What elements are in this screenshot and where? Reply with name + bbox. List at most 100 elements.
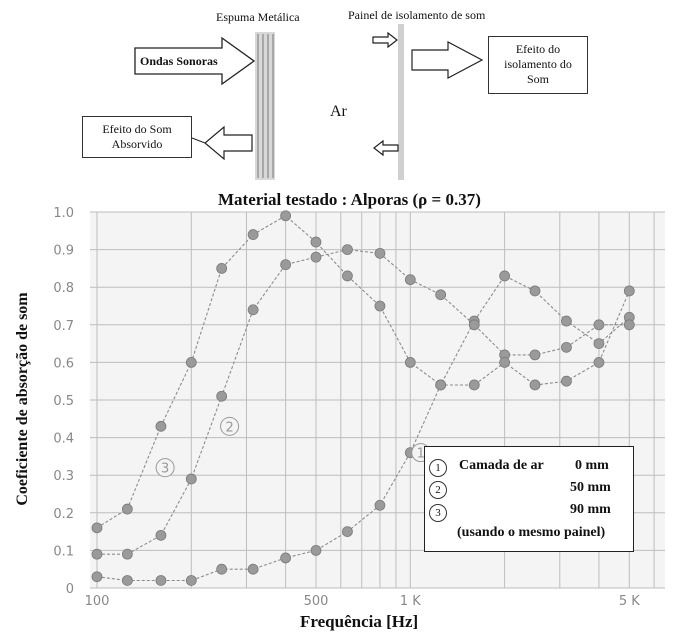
foam-label: Espuma Metálica — [216, 10, 300, 24]
series-line-1 — [96, 275, 630, 582]
series-2: 2 — [91, 244, 635, 560]
data-point — [342, 526, 353, 537]
data-point — [342, 270, 353, 282]
series-3: 3 — [91, 210, 635, 534]
data-point — [342, 244, 353, 256]
data-point — [121, 575, 133, 586]
legend-box: 1 2 3 Camada de ar 0 mm 50 mm 90 mm (usa… — [424, 446, 634, 552]
insulation-effect-box: Efeito do isolamento do Som — [488, 36, 588, 94]
grid-lines — [90, 211, 665, 589]
y-tick-label: 0.7 — [53, 319, 74, 334]
data-point — [561, 375, 572, 387]
data-point — [593, 338, 605, 350]
data-point — [247, 229, 259, 240]
data-point — [216, 563, 228, 575]
data-point — [91, 548, 103, 560]
data-point — [593, 356, 605, 368]
data-point — [435, 379, 447, 391]
sound-waves-arrow — [134, 36, 256, 86]
data-point — [121, 548, 133, 560]
y-tick-label: 0.1 — [53, 544, 74, 559]
legend-title: Camada de ar — [459, 458, 544, 473]
data-point — [468, 319, 480, 331]
data-point — [185, 473, 197, 485]
data-point — [374, 247, 386, 259]
y-tick-label: 0.9 — [53, 244, 74, 259]
incident-small-arrow — [372, 31, 398, 49]
data-point — [216, 390, 228, 402]
data-point — [280, 552, 292, 564]
data-point — [155, 575, 167, 586]
data-point — [91, 522, 103, 534]
insulation-effect-line-3: Som — [526, 72, 549, 86]
chart-title: Material testado : Alporas (ρ = 0.37) — [218, 190, 481, 209]
data-point — [435, 289, 447, 301]
series-label-circle-2 — [220, 416, 240, 436]
data-point — [155, 529, 167, 541]
legend-value-3: 90 mm — [570, 502, 611, 517]
y-tick-label: 0 — [66, 582, 74, 597]
x-tick-label: 1 K — [400, 594, 421, 609]
data-point — [529, 349, 541, 361]
x-tick-label: 100 — [85, 594, 110, 609]
x-tick-label: 500 — [304, 594, 329, 609]
y-tick-label: 0.2 — [53, 507, 74, 522]
data-point — [468, 379, 480, 391]
absorbed-effect-line-2: Absorvido — [111, 137, 163, 151]
data-point — [529, 379, 541, 391]
data-point — [623, 285, 635, 297]
y-tick-label: 0.3 — [53, 469, 74, 484]
data-point — [280, 259, 292, 271]
absorbed-effect-line-1: Efeito do Som — [102, 122, 172, 136]
x-tick-label: 5 K — [619, 594, 640, 609]
air-label: Ar — [330, 103, 347, 120]
data-point — [247, 304, 259, 316]
data-point — [91, 571, 103, 583]
panel-label: Painel de isolamento de som — [348, 8, 486, 22]
legend-value-2: 50 mm — [570, 480, 611, 495]
data-point — [374, 300, 386, 312]
y-tick-label: 0.8 — [53, 281, 74, 296]
data-point — [593, 319, 605, 331]
data-point — [310, 236, 322, 248]
data-point — [623, 319, 635, 331]
legend-marker-2: 2 — [429, 481, 447, 499]
data-point — [529, 285, 541, 297]
transmitted-arrow — [411, 41, 484, 79]
series-group: 1 2 3 — [91, 210, 635, 586]
data-point — [280, 210, 292, 222]
series-label-circle-3 — [155, 458, 175, 478]
legend-marker-1: 1 — [429, 459, 447, 477]
insulation-panel — [398, 24, 404, 180]
axis-ticks: 0 0.1 0.2 0.3 0.4 0.5 0.6 0.7 0.8 0.9 1.0 100 500 1 K… — [53, 206, 640, 609]
y-axis-label: Coeficiente de absorção de som — [14, 292, 31, 506]
insulation-effect-line-2: isolamento do — [504, 57, 572, 71]
insulation-effect-line-1: Efeito do — [515, 42, 561, 56]
data-point — [185, 575, 197, 586]
absorbed-connector-line — [191, 137, 206, 144]
data-point — [247, 563, 259, 575]
data-point — [121, 503, 133, 515]
absorbed-effect-box: Efeito do Som Absorvido — [82, 116, 192, 158]
legend-value-1: 0 mm — [575, 458, 609, 473]
series-label-3: 3 — [161, 462, 169, 477]
x-axis-label: Frequência [Hz] — [300, 612, 419, 631]
y-tick-label: 0.5 — [53, 394, 74, 409]
data-point — [404, 274, 416, 286]
series-1: 1 — [91, 270, 635, 586]
y-tick-label: 0.4 — [53, 432, 74, 447]
series-label-2: 2 — [225, 420, 233, 435]
data-point — [216, 262, 228, 274]
data-point — [404, 356, 416, 368]
data-point — [499, 356, 511, 368]
data-point — [374, 499, 386, 511]
legend-note: (usando o mesmo painel) — [457, 525, 606, 540]
absorbed-arrow — [204, 125, 253, 161]
metal-foam-panel — [255, 32, 275, 180]
diagram-graphics — [134, 24, 484, 180]
data-point — [310, 251, 322, 263]
data-point — [499, 270, 511, 282]
data-point — [561, 315, 572, 327]
data-point — [155, 420, 167, 432]
waves-label: Ondas Sonoras — [140, 54, 218, 68]
